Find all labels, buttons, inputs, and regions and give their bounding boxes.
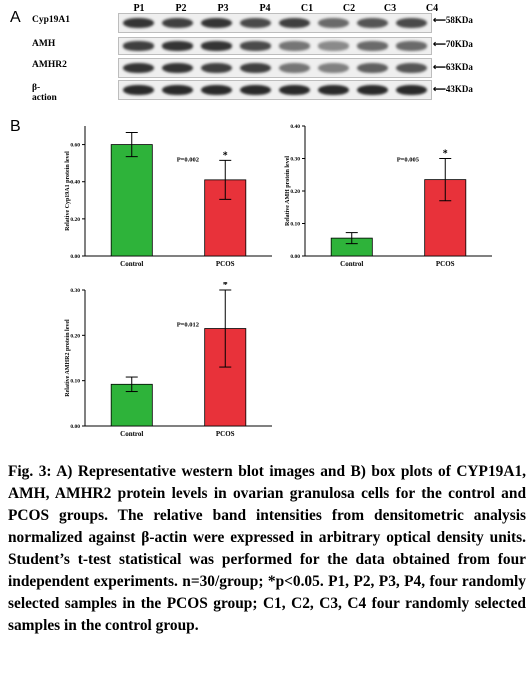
x-tick-label: Control bbox=[120, 430, 143, 438]
blot-band bbox=[239, 17, 272, 29]
blot-band bbox=[161, 17, 194, 29]
amh-bar-chart: 0.00 0.10 0.20 0.30 0.40 Relative AMH protein… bbox=[285, 124, 492, 268]
panel-a-letter: A bbox=[10, 9, 21, 26]
blot-band bbox=[161, 84, 194, 96]
y-tick-label: 0.10 bbox=[70, 379, 80, 385]
y-tick-label: 0.20 bbox=[70, 217, 80, 223]
figure-caption: Fig. 3: A) Representative western blot i… bbox=[8, 463, 526, 634]
marker-amhr2: ⟵63KDa bbox=[433, 62, 473, 73]
lane-label: C4 bbox=[425, 3, 439, 14]
x-tick-label: PCOS bbox=[216, 430, 235, 438]
blot-band bbox=[395, 41, 428, 51]
blot-band bbox=[317, 17, 350, 29]
marker-label: 43KDa bbox=[445, 84, 473, 94]
lane-label: C2 bbox=[342, 3, 356, 14]
x-tick-label: Control bbox=[120, 260, 143, 268]
blot-row-label: Cyp19A1 bbox=[32, 15, 71, 25]
p-value-annotation: P=0.002 bbox=[177, 156, 199, 163]
significance-marker: * bbox=[223, 150, 228, 161]
lane-label: C1 bbox=[300, 3, 314, 14]
blot-band bbox=[317, 62, 350, 74]
y-tick-label: 0.30 bbox=[290, 157, 300, 163]
marker-arrow: ⟵ bbox=[433, 84, 446, 94]
cyp19a1-bar-chart: 0.00 0.20 0.40 0.60 Relative Cyp19A1 protein… bbox=[65, 126, 272, 268]
marker-cyp19a1: ⟵58KDa bbox=[433, 15, 473, 26]
x-tick-label: PCOS bbox=[216, 260, 235, 268]
lane-label: P1 bbox=[133, 3, 145, 14]
blot-band bbox=[200, 84, 233, 96]
marker-label: 63KDa bbox=[445, 62, 473, 72]
blot-row-label: β-action bbox=[32, 83, 57, 103]
panel-b-letter: B bbox=[10, 118, 21, 135]
blot-band bbox=[200, 62, 233, 74]
lane-label: P3 bbox=[217, 3, 229, 14]
blot-band bbox=[278, 84, 311, 96]
blot-band bbox=[278, 41, 311, 51]
x-tick-label: PCOS bbox=[436, 260, 455, 268]
blot-strip-amhr2 bbox=[118, 58, 432, 78]
y-tick-label: 0.00 bbox=[70, 424, 80, 430]
significance-marker: * bbox=[443, 149, 448, 160]
y-tick-label: 0.00 bbox=[70, 254, 80, 260]
blot-strip-beta-actin bbox=[118, 80, 432, 100]
blot-band bbox=[356, 41, 389, 51]
blot-strip-cyp19a1 bbox=[118, 13, 432, 33]
blot-band bbox=[356, 17, 389, 29]
blot-band bbox=[317, 41, 350, 51]
blot-band bbox=[395, 17, 428, 29]
blot-band bbox=[395, 62, 428, 74]
y-tick-label: 0.20 bbox=[290, 189, 300, 195]
p-value-annotation: P=0.005 bbox=[397, 156, 420, 163]
x-tick-label: Control bbox=[340, 260, 363, 268]
blot-row-label: AMHR2 bbox=[32, 60, 67, 70]
y-axis-label: Relative AMHR2 protein level bbox=[65, 319, 71, 397]
y-tick-label: 0.30 bbox=[70, 288, 80, 294]
blot-band bbox=[122, 84, 155, 96]
blot-band bbox=[200, 41, 233, 51]
blot-band bbox=[161, 62, 194, 74]
blot-band bbox=[122, 41, 155, 51]
blot-band bbox=[278, 62, 311, 74]
bar bbox=[110, 144, 153, 257]
blot-band bbox=[161, 41, 194, 51]
marker-label: 58KDa bbox=[445, 15, 473, 25]
marker-label: 70KDa bbox=[445, 39, 473, 49]
lane-label: P4 bbox=[259, 3, 271, 14]
blot-band bbox=[317, 84, 350, 96]
y-tick-label: 0.00 bbox=[290, 254, 300, 260]
p-value-annotation: P=0.012 bbox=[177, 321, 199, 328]
y-axis-label: Relative AMH protein level bbox=[285, 156, 291, 226]
blot-band bbox=[200, 17, 233, 29]
blot-band bbox=[122, 62, 155, 74]
marker-arrow: ⟵ bbox=[433, 15, 446, 25]
y-axis-label: Relative Cyp19A1 protein level bbox=[65, 151, 71, 231]
lane-label: P2 bbox=[175, 3, 187, 14]
marker-arrow: ⟵ bbox=[433, 39, 446, 49]
blot-band bbox=[239, 41, 272, 51]
lane-label: C3 bbox=[383, 3, 397, 14]
y-tick-label: 0.20 bbox=[70, 333, 80, 339]
amhr2-bar-chart: 0.00 0.10 0.20 0.30 Relative AMHR2 protein l… bbox=[65, 282, 272, 438]
y-tick-label: 0.40 bbox=[70, 180, 80, 186]
blot-band bbox=[239, 62, 272, 74]
blot-band bbox=[122, 17, 155, 29]
marker-arrow: ⟵ bbox=[433, 62, 446, 72]
blot-row-label: AMH bbox=[32, 39, 56, 49]
blot-band bbox=[356, 84, 389, 96]
blot-band bbox=[278, 17, 311, 29]
marker-amh: ⟵70KDa bbox=[433, 39, 473, 50]
blot-band bbox=[356, 62, 389, 74]
y-tick-label: 0.60 bbox=[70, 143, 80, 149]
significance-marker: * bbox=[223, 282, 228, 291]
blot-band bbox=[239, 84, 272, 96]
y-tick-label: 0.40 bbox=[290, 124, 300, 130]
marker-beta-actin: ⟵43KDa bbox=[433, 84, 473, 95]
blot-band bbox=[395, 84, 428, 96]
blot-strip-amh bbox=[118, 37, 432, 55]
y-tick-label: 0.10 bbox=[290, 222, 300, 228]
